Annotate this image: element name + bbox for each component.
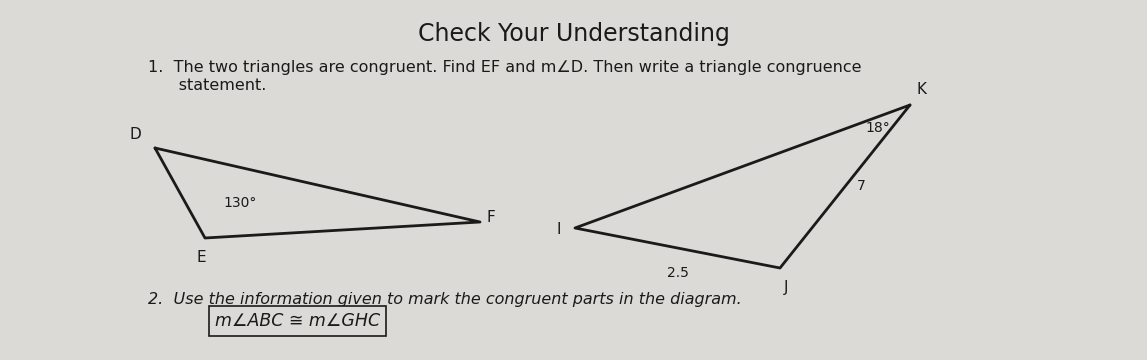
Text: I: I (556, 222, 561, 238)
Text: D: D (130, 127, 141, 142)
Text: 18°: 18° (866, 121, 890, 135)
Text: 1.  The two triangles are congruent. Find EF and m∠D. Then write a triangle cong: 1. The two triangles are congruent. Find… (148, 60, 861, 75)
Text: K: K (916, 82, 926, 97)
Text: Check Your Understanding: Check Your Understanding (418, 22, 729, 46)
Text: 2.  Use the information given to mark the congruent parts in the diagram.: 2. Use the information given to mark the… (148, 292, 742, 307)
Text: 7: 7 (857, 180, 866, 194)
Text: E: E (196, 250, 205, 265)
Text: 130°: 130° (223, 196, 257, 210)
Text: m∠ABC ≅ m∠GHC: m∠ABC ≅ m∠GHC (214, 312, 380, 330)
Text: 2.5: 2.5 (666, 266, 688, 280)
Text: F: F (486, 211, 494, 225)
Text: statement.: statement. (148, 78, 266, 93)
Text: J: J (785, 280, 788, 295)
